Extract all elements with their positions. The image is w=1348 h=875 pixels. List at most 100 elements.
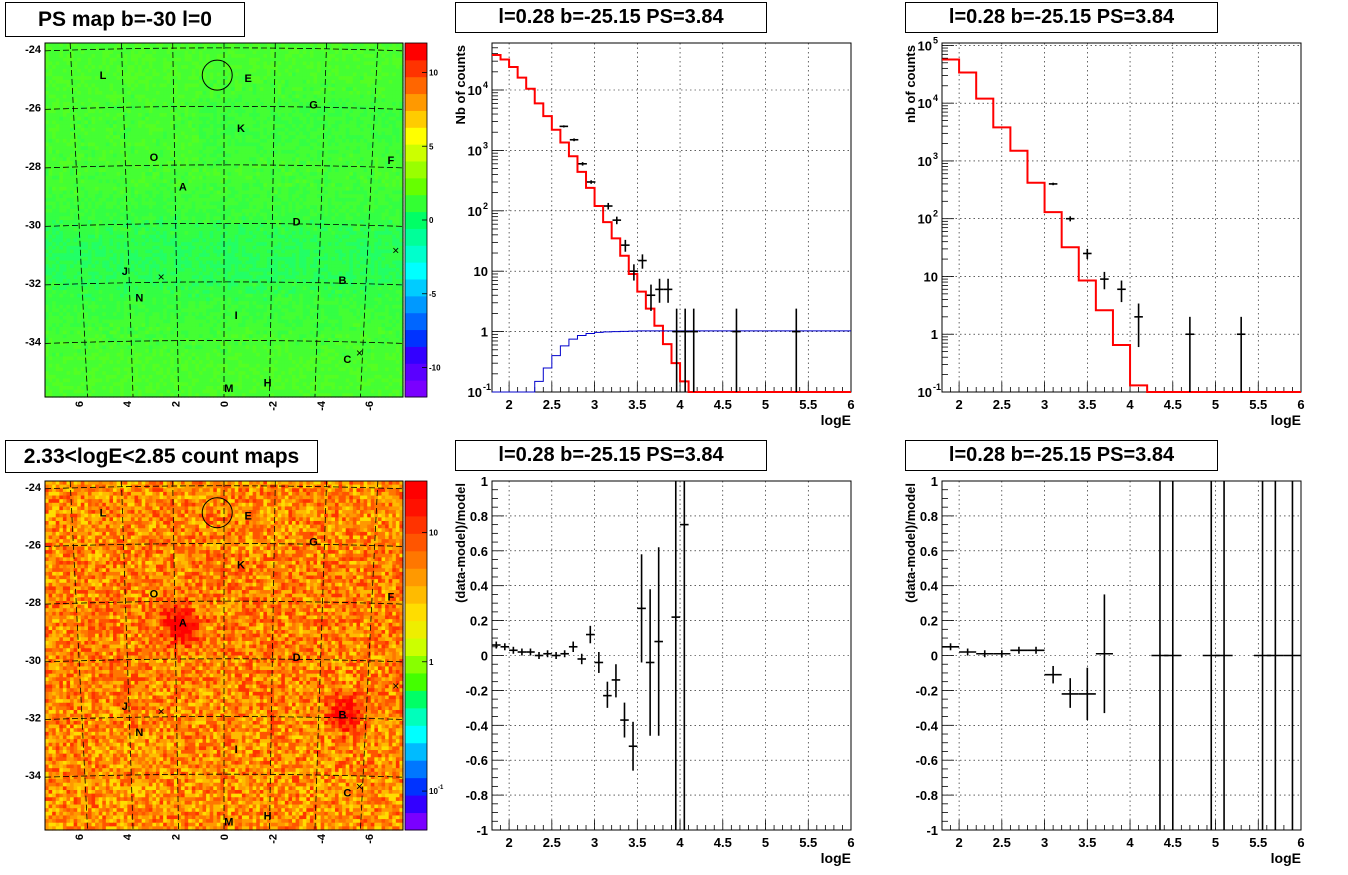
heatmap-cell bbox=[216, 94, 222, 99]
heatmap-cell bbox=[105, 102, 111, 107]
heatmap-cell bbox=[352, 109, 358, 114]
heatmap-cell bbox=[327, 50, 332, 55]
heatmap-cell bbox=[356, 83, 361, 88]
heatmap-cell bbox=[395, 57, 401, 63]
heatmap-cell bbox=[148, 164, 153, 169]
heatmap-cell bbox=[281, 190, 286, 195]
heatmap-cell bbox=[159, 98, 164, 103]
heatmap-cell bbox=[238, 153, 243, 158]
heatmap-cell bbox=[363, 190, 368, 195]
heatmap-cell bbox=[327, 153, 332, 158]
heatmap-cell bbox=[155, 46, 161, 51]
heatmap-cell bbox=[259, 57, 264, 63]
heatmap-cell bbox=[360, 131, 365, 136]
heatmap-cell bbox=[120, 142, 125, 147]
heatmap-cell bbox=[148, 186, 153, 192]
heatmap-cell bbox=[356, 79, 361, 85]
heatmap-cell bbox=[245, 175, 250, 181]
heatmap-cell bbox=[95, 79, 100, 85]
heatmap-cell bbox=[130, 186, 136, 192]
heatmap-cell bbox=[198, 72, 204, 77]
heatmap-cell bbox=[105, 68, 111, 74]
heatmap-cell bbox=[352, 201, 358, 206]
heatmap-cell bbox=[84, 208, 89, 214]
heatmap-cell bbox=[395, 131, 401, 136]
heatmap-cell bbox=[80, 175, 85, 181]
heatmap-cell bbox=[334, 135, 340, 140]
heatmap-cell bbox=[392, 109, 397, 114]
heatmap-cell bbox=[166, 57, 171, 63]
heatmap-cell bbox=[113, 179, 118, 184]
heatmap-cell bbox=[152, 109, 157, 114]
heatmap-cell bbox=[327, 223, 332, 228]
heatmap-cell bbox=[48, 183, 53, 188]
heatmap-cell bbox=[295, 94, 300, 99]
heatmap-cell bbox=[184, 61, 189, 66]
heatmap-cell bbox=[313, 50, 318, 55]
heatmap-cell bbox=[155, 65, 161, 70]
heatmap-cell bbox=[231, 168, 236, 173]
heatmap-cell bbox=[73, 142, 78, 147]
heatmap-cell bbox=[249, 113, 254, 118]
heatmap-cell bbox=[181, 183, 186, 188]
heatmap-cell bbox=[188, 138, 193, 144]
heatmap-cell bbox=[377, 138, 383, 144]
heatmap-cell bbox=[245, 194, 250, 199]
heatmap-cell bbox=[109, 116, 114, 122]
heatmap-cell bbox=[141, 197, 146, 203]
heatmap-cell bbox=[216, 131, 222, 136]
heatmap-cell bbox=[45, 183, 50, 188]
heatmap-cell bbox=[48, 212, 53, 217]
heatmap-cell bbox=[116, 43, 121, 48]
heatmap-cell bbox=[159, 186, 164, 192]
heatmap-cell bbox=[377, 68, 383, 74]
heatmap-cell bbox=[238, 131, 243, 136]
heatmap-cell bbox=[141, 65, 146, 70]
heatmap-cell bbox=[120, 157, 125, 162]
heatmap-cell bbox=[317, 164, 322, 169]
heatmap-cell bbox=[370, 220, 375, 225]
heatmap-cell bbox=[145, 43, 150, 48]
heatmap-cell bbox=[241, 205, 247, 210]
heatmap-cell bbox=[84, 109, 89, 114]
heatmap-cell bbox=[367, 46, 372, 51]
heatmap-cell bbox=[334, 201, 340, 206]
heatmap-cell bbox=[313, 220, 318, 225]
heatmap-cell bbox=[266, 138, 272, 144]
heatmap-cell bbox=[349, 76, 354, 81]
heatmap-cell bbox=[163, 68, 168, 74]
heatmap-cell bbox=[209, 201, 214, 206]
heatmap-cell bbox=[116, 146, 121, 151]
heatmap-cell bbox=[159, 90, 164, 96]
heatmap-cell bbox=[367, 105, 372, 110]
heatmap-cell bbox=[113, 212, 118, 217]
heatmap-cell bbox=[213, 79, 218, 85]
heatmap-cell bbox=[45, 157, 50, 162]
heatmap-cell bbox=[288, 127, 293, 133]
heatmap-cell bbox=[188, 194, 193, 199]
heatmap-cell bbox=[345, 186, 350, 192]
heatmap-cell bbox=[216, 127, 222, 133]
heatmap-cell bbox=[159, 116, 164, 122]
heatmap-cell bbox=[374, 223, 379, 228]
heatmap-cell bbox=[159, 105, 164, 110]
heatmap-cell bbox=[84, 161, 89, 166]
heatmap-cell bbox=[77, 87, 82, 92]
heatmap-cell bbox=[234, 65, 239, 70]
heatmap-cell bbox=[284, 212, 290, 217]
heatmap-cell bbox=[342, 87, 347, 92]
heatmap-cell bbox=[77, 135, 82, 140]
heatmap-cell bbox=[231, 102, 236, 107]
heatmap-cell bbox=[95, 43, 100, 48]
heatmap-cell bbox=[130, 194, 136, 199]
heatmap-cell bbox=[324, 149, 329, 155]
heatmap-cell bbox=[352, 65, 358, 70]
heatmap-cell bbox=[399, 131, 404, 136]
heatmap-cell bbox=[277, 138, 282, 144]
heatmap-cell bbox=[399, 116, 404, 122]
heatmap-cell bbox=[52, 131, 57, 136]
heatmap-cell bbox=[392, 79, 397, 85]
heatmap-cell bbox=[306, 87, 311, 92]
heatmap-cell bbox=[134, 168, 139, 173]
heatmap-cell bbox=[288, 65, 293, 70]
